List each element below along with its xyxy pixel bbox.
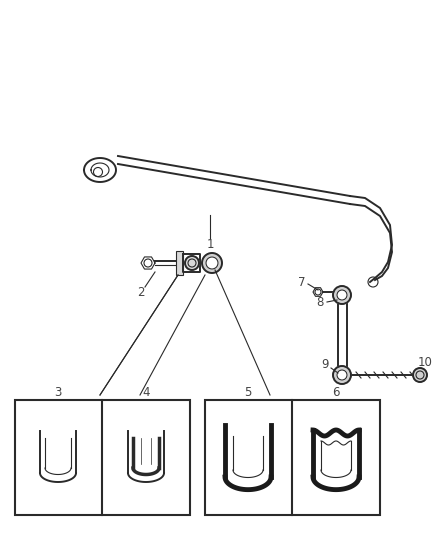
Bar — [176, 251, 183, 275]
Text: 3: 3 — [54, 385, 62, 399]
Circle shape — [333, 286, 351, 304]
Text: 4: 4 — [142, 385, 150, 399]
Text: 5: 5 — [244, 385, 252, 399]
Circle shape — [202, 253, 222, 273]
Circle shape — [337, 290, 347, 300]
Text: 9: 9 — [321, 359, 329, 372]
Circle shape — [337, 370, 347, 380]
Bar — [15, 400, 190, 515]
Text: 8: 8 — [316, 295, 324, 309]
Text: 7: 7 — [298, 276, 306, 288]
Text: 1: 1 — [206, 238, 214, 252]
Circle shape — [413, 368, 427, 382]
Text: 10: 10 — [417, 356, 432, 368]
Circle shape — [333, 366, 351, 384]
Bar — [205, 400, 380, 515]
Text: 2: 2 — [137, 286, 145, 298]
Circle shape — [185, 256, 199, 270]
Text: 6: 6 — [332, 385, 340, 399]
Circle shape — [206, 257, 218, 269]
